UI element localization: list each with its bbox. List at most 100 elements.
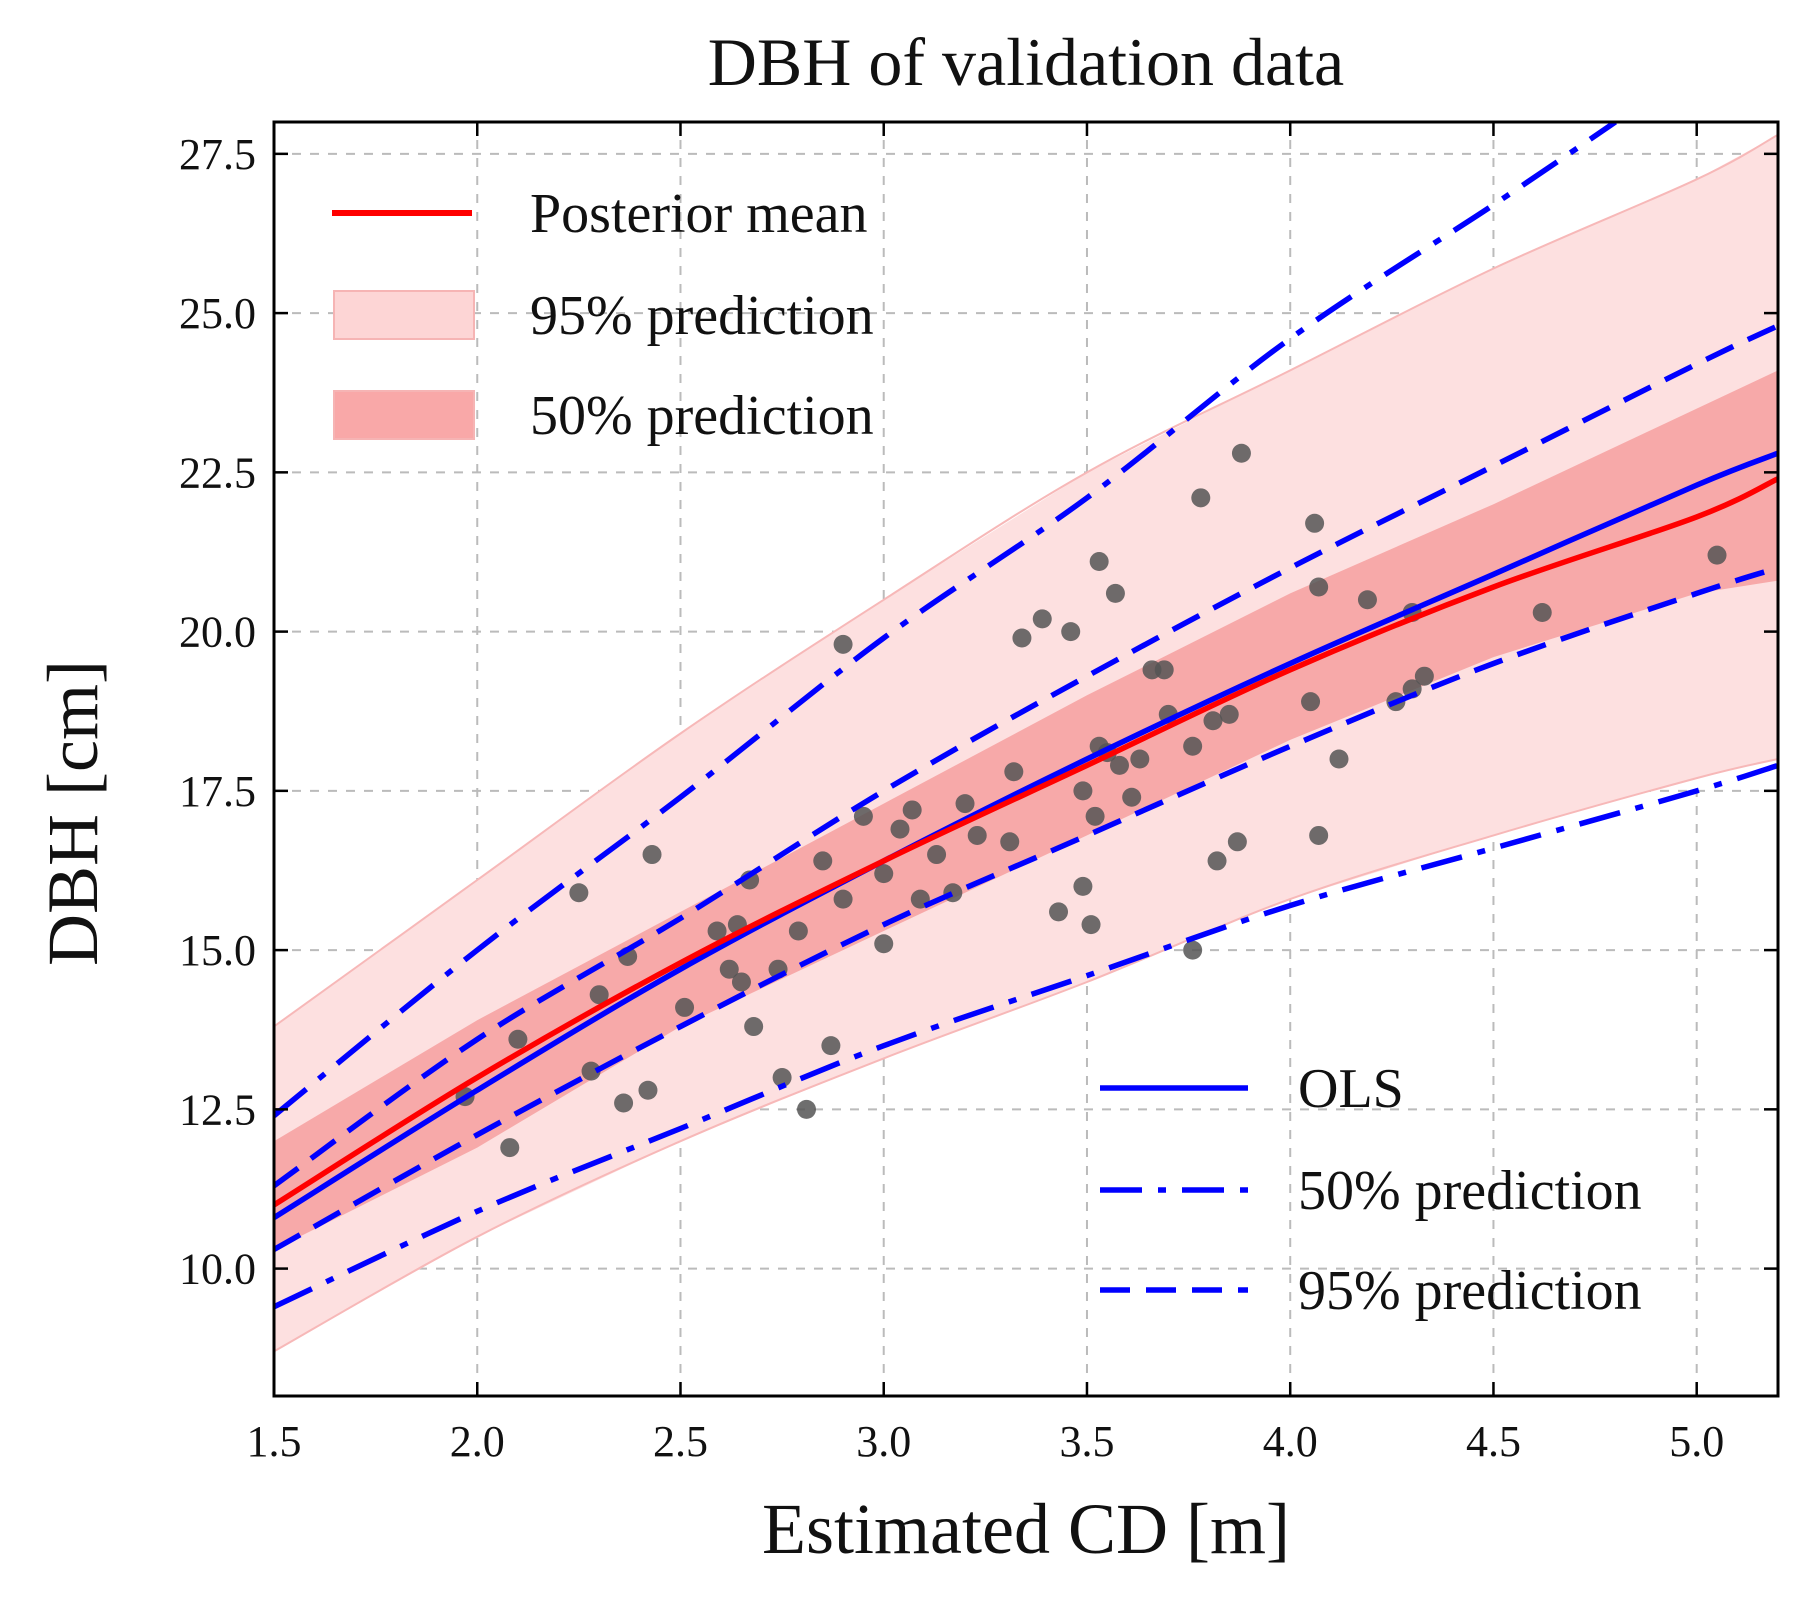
data-point [1122,787,1142,807]
data-point [1073,781,1093,801]
x-tick-label: 5.0 [1669,1417,1724,1466]
data-point [1402,679,1422,699]
data-point [1154,660,1174,680]
data-point [1329,749,1349,769]
y-tick-label: 17.5 [179,767,256,816]
legend-label: Posterior mean [530,183,867,245]
data-point [1305,513,1325,533]
legend-label: OLS [1298,1058,1404,1120]
data-point [1089,552,1109,572]
data-point [890,819,910,839]
ols-pi50-lower-line [274,762,1778,1310]
data-point [1012,628,1032,648]
data-point [833,889,853,909]
data-point [581,1061,601,1081]
y-tick-label: 22.5 [179,448,256,497]
data-point [1707,545,1727,565]
data-point [821,1036,841,1056]
data-point [1073,876,1093,896]
data-point [1183,940,1203,960]
y-tick-label: 20.0 [179,608,256,657]
data-point [927,845,947,865]
data-point [508,1029,528,1049]
data-point [569,883,589,903]
data-point [1081,915,1101,935]
data-point [1227,832,1247,852]
data-point [1004,762,1024,782]
data-point [1085,806,1105,826]
data-point [1309,577,1329,597]
data-point [1231,443,1251,463]
x-tick-label: 3.5 [1059,1417,1114,1466]
legend-label: 95% prediction [1298,1260,1642,1322]
band-95-upper-edge [274,133,1778,1028]
data-point [1414,666,1434,686]
data-point [1301,692,1321,712]
x-axis-title: Estimated CD [m] [762,1489,1290,1569]
data-point [1219,704,1239,724]
data-point [833,634,853,654]
data-point [1203,711,1223,731]
data-point [1130,749,1150,769]
band-95-lower-edge [274,758,1778,1353]
x-tick-label: 2.0 [450,1417,505,1466]
plot-area: 1.5 2.0 2.5 3.0 3.5 4.0 4.5 5.0 10.0 12.5 15.0 17.5… [179,120,1780,1466]
y-tick-label: 12.5 [179,1085,256,1134]
data-point [1049,902,1069,922]
data-point [853,806,873,826]
data-point [967,825,987,845]
data-point [1061,622,1081,642]
data-point [955,794,975,814]
data-point [813,851,833,871]
data-point [1532,602,1552,622]
legend-label: 95% prediction [530,285,874,347]
data-point [874,864,894,884]
data-point [500,1138,520,1158]
data-point [874,934,894,954]
plot-frame [272,120,1780,1398]
posterior-mean-line [274,476,1778,1208]
data-point [589,985,609,1005]
data-point [902,800,922,820]
data-point [1183,736,1203,756]
data-point [1000,832,1020,852]
legend-band-swatch [333,390,475,440]
data-point [1357,590,1377,610]
legend-label: 50% prediction [1298,1160,1642,1222]
x-tick-label: 3.0 [856,1417,911,1466]
data-point [1105,583,1125,603]
data-point [943,883,963,903]
data-point [1191,488,1211,508]
legend-label: 50% prediction [530,385,874,447]
y-tick-label: 10.0 [179,1245,256,1294]
data-point [796,1099,816,1119]
data-point [788,921,808,941]
ols-pi95-lower-line [274,565,1778,1252]
x-tick-label: 2.5 [653,1417,708,1466]
ols-pi95-upper-line [274,323,1778,1189]
y-tick-label: 15.0 [179,926,256,975]
data-point [1309,825,1329,845]
chart-title: DBH of validation data [708,24,1344,100]
data-point [707,921,727,941]
data-point [744,1017,764,1037]
data-point [638,1080,658,1100]
y-axis-title: DBH [cm] [33,660,113,966]
series-group [274,122,1778,1353]
data-point [772,1068,792,1087]
data-point [675,997,695,1017]
data-point [1109,755,1129,775]
data-point [642,845,662,865]
x-tick-label: 4.0 [1263,1417,1318,1466]
y-tick-label: 25.0 [179,289,256,338]
ols-pi50-upper-line [274,122,1617,1118]
legend-band-swatch [333,290,475,340]
y-tick-label: 27.5 [179,130,256,179]
data-point [1032,609,1052,629]
ols-line [274,450,1778,1220]
prediction-band-50 [274,370,1778,1250]
data-point [1207,851,1227,871]
data-point [719,959,739,979]
